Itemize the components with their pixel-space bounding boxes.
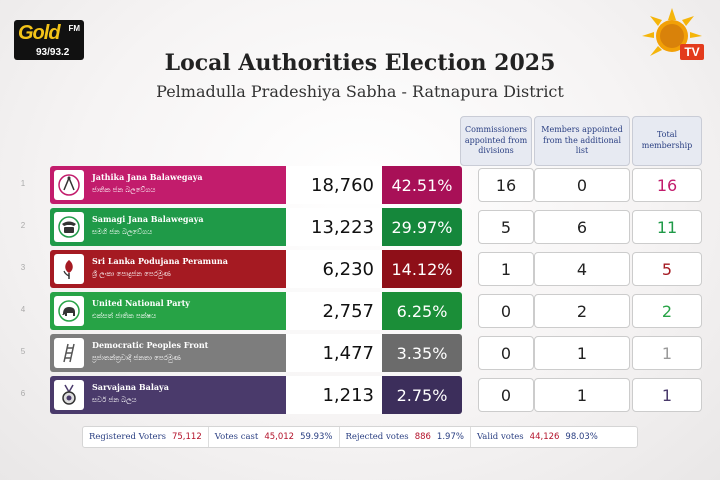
party-votes: 18,760 [286, 166, 382, 204]
party-name: United National Party [92, 298, 190, 308]
party-name: Jathika Jana Balawegaya [92, 172, 203, 182]
rejected-votes: Rejected votes 886 1.97% [340, 427, 471, 447]
party-row: 6 Sarvajana Balaya සර්ව ජන බලය 1,213 2.75% 0 1… [18, 376, 704, 416]
party-name-panel: Sri Lanka Podujana Peramuna ශ්‍රී ලංකා පො… [50, 250, 302, 288]
party-name: Democratic Peoples Front [92, 340, 209, 350]
party-votes: 6,230 [286, 250, 382, 288]
tv-logo-text: TV [684, 45, 699, 59]
valid-votes: Valid votes 44,126 98.03% [476, 432, 598, 442]
gold-fm-logo: Gold FM 93/93.2 [14, 20, 84, 60]
page-subtitle: Pelmadulla Pradeshiya Sabha - Ratnapura … [156, 82, 564, 101]
party-name-panel: Sarvajana Balaya සර්ව ජන බලය [50, 376, 302, 414]
party-name-sinhala: ප්‍රජාතන්ත්‍රවාදී ජනතා පෙරමුණ [92, 354, 181, 362]
party-name-panel: United National Party එක්සත් ජාතික පක්ෂය [50, 292, 302, 330]
party-name-panel: Democratic Peoples Front ප්‍රජාතන්ත්‍රවාද… [50, 334, 302, 372]
hiru-tv-logo: TV [636, 6, 708, 66]
commissioners-count: 0 [478, 336, 534, 370]
telephone-icon [54, 212, 84, 242]
commissioners-count: 5 [478, 210, 534, 244]
members-count: 2 [534, 294, 630, 328]
total-membership: 1 [632, 336, 702, 370]
party-percent: 6.25% [382, 292, 462, 330]
party-percent: 42.51% [382, 166, 462, 204]
party-votes: 1,213 [286, 376, 382, 414]
elephant-icon [54, 296, 84, 326]
registered-voters: Registered Voters 75,112 [83, 427, 209, 447]
gold-logo-fm: FM [68, 24, 80, 33]
party-name: Sarvajana Balaya [92, 382, 169, 392]
party-name-panel: Samagi Jana Balawegaya සමගි ජන බලවේගය [50, 208, 302, 246]
members-count: 6 [534, 210, 630, 244]
members-count: 4 [534, 252, 630, 286]
commissioners-count: 0 [478, 378, 534, 412]
total-membership: 11 [632, 210, 702, 244]
gold-logo-freq: 93/93.2 [36, 47, 70, 58]
votes-cast: Votes cast 45,012 59.93% [209, 427, 340, 447]
party-percent: 29.97% [382, 208, 462, 246]
ladder-icon [54, 338, 84, 368]
compass-icon [54, 170, 84, 200]
row-number: 2 [20, 221, 26, 230]
flower-bud-icon [54, 254, 84, 284]
header-members: Members appointed from the additional li… [534, 116, 630, 166]
row-number: 5 [20, 347, 26, 356]
party-name-sinhala: ජාතික ජන බලවේගය [92, 186, 156, 194]
members-count: 1 [534, 336, 630, 370]
party-name: Samagi Jana Balawegaya [92, 214, 204, 224]
party-name: Sri Lanka Podujana Peramuna [92, 256, 228, 266]
row-number: 1 [20, 179, 26, 188]
party-votes: 1,477 [286, 334, 382, 372]
party-percent: 3.35% [382, 334, 462, 372]
party-name-panel: Jathika Jana Balawegaya ජාතික ජන බලවේගය [50, 166, 302, 204]
party-percent: 2.75% [382, 376, 462, 414]
party-name-sinhala: සමගි ජන බලවේගය [92, 228, 153, 236]
commissioners-count: 0 [478, 294, 534, 328]
total-membership: 2 [632, 294, 702, 328]
commissioners-count: 1 [478, 252, 534, 286]
row-number: 3 [20, 263, 26, 272]
party-row: 2 Samagi Jana Balawegaya සමගි ජන බලවේගය 13,… [18, 208, 704, 248]
members-count: 1 [534, 378, 630, 412]
party-name-sinhala: ශ්‍රී ලංකා පොදුජන පෙරමුණ [92, 270, 171, 278]
party-name-sinhala: එක්සත් ජාතික පක්ෂය [92, 312, 157, 320]
party-row: 1 Jathika Jana Balawegaya ජාතික ජන බලවේගය 1… [18, 166, 704, 206]
party-votes: 13,223 [286, 208, 382, 246]
members-count: 0 [534, 168, 630, 202]
total-membership: 1 [632, 378, 702, 412]
total-membership: 16 [632, 168, 702, 202]
header-commissioners: Commissioners appointed from divisions [460, 116, 532, 166]
commissioners-count: 16 [478, 168, 534, 202]
row-number: 6 [20, 389, 26, 398]
party-row: 4 United National Party එක්සත් ජාතික පක්ෂය… [18, 292, 704, 332]
total-membership: 5 [632, 252, 702, 286]
row-number: 4 [20, 305, 26, 314]
party-percent: 14.12% [382, 250, 462, 288]
party-name-sinhala: සර්ව ජන බලය [92, 396, 137, 404]
party-row: 3 Sri Lanka Podujana Peramuna ශ්‍රී ලංකා ප… [18, 250, 704, 290]
gold-logo-text: Gold [18, 22, 61, 44]
header-total: Total membership [632, 116, 702, 166]
party-row: 5 Democratic Peoples Front ප්‍රජාතන්ත්‍රවා… [18, 334, 704, 374]
party-votes: 2,757 [286, 292, 382, 330]
medal-icon [54, 380, 84, 410]
page-title: Local Authorities Election 2025 [164, 50, 556, 76]
vote-summary-bar: Registered Voters 75,112 Votes cast 45,0… [82, 426, 638, 448]
